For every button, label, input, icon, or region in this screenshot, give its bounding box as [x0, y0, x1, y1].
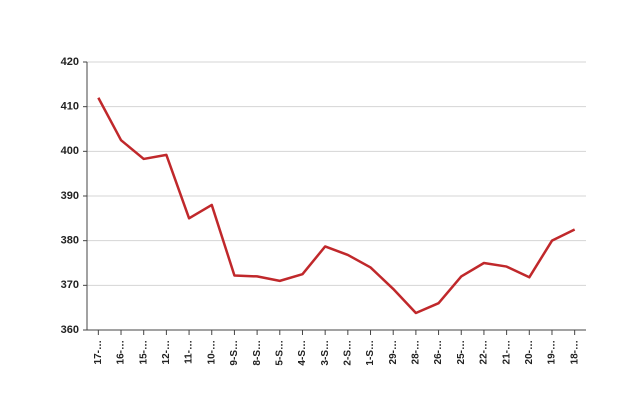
data-line	[97, 97, 576, 315]
x-tick-label: 9-S…	[229, 340, 240, 366]
x-tick-label: 10-…	[206, 340, 217, 364]
y-tick-label: 370	[61, 279, 79, 291]
x-tick-label: 26-…	[433, 340, 444, 364]
x-tick-label: 3-S…	[320, 340, 331, 366]
x-tick-label: 15-…	[138, 340, 149, 364]
x-tick-label: 22-…	[479, 340, 490, 364]
y-tick-label: 380	[61, 235, 79, 247]
y-tick-label: 420	[61, 56, 79, 68]
x-tick-label: 5-S…	[274, 340, 285, 366]
x-tick-label: 16-…	[116, 340, 127, 364]
x-tick-label: 18-…	[569, 340, 580, 364]
x-tick-label: 4-S…	[297, 340, 308, 366]
x-tick-label: 29-…	[388, 340, 399, 364]
x-tick-label: 21-…	[501, 340, 512, 364]
x-tick-label: 17-…	[93, 340, 104, 364]
x-tick-label: 11-…	[184, 340, 195, 364]
x-tick-label: 8-S…	[252, 340, 263, 366]
x-tick-label: 19-…	[547, 340, 558, 364]
x-tick-label: 12-…	[161, 340, 172, 364]
x-tick-label: 20-…	[524, 340, 535, 364]
x-tick-label: 25-…	[456, 340, 467, 364]
x-tick-label: 28-…	[411, 340, 422, 364]
y-tick-label: 390	[61, 190, 79, 202]
y-tick-label: 410	[61, 101, 79, 113]
x-tick-label: 1-S…	[365, 340, 376, 366]
x-tick-label: 2-S…	[342, 340, 353, 366]
y-tick-label: 360	[61, 324, 79, 336]
y-tick-label: 400	[61, 145, 79, 157]
